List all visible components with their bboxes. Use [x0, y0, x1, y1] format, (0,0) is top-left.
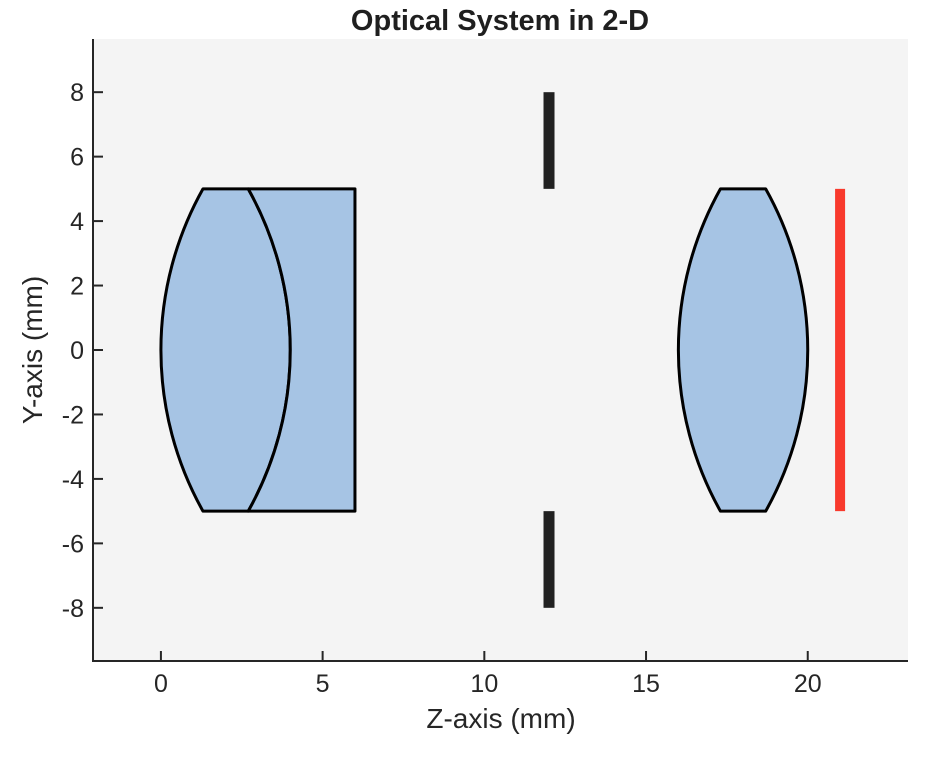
aperture-stop-lower-bar [543, 511, 555, 608]
x-tick-label: 20 [794, 670, 822, 698]
y-tick-label: 4 [70, 208, 84, 236]
y-tick-label: 6 [70, 144, 84, 172]
y-tick-label: 8 [70, 79, 84, 107]
y-axis-label: Y-axis (mm) [17, 275, 48, 425]
x-tick-label: 15 [632, 670, 660, 698]
y-tick-label: -8 [62, 595, 84, 623]
x-tick-label: 10 [470, 670, 498, 698]
y-tick-label: 0 [70, 337, 84, 365]
y-tick-label: -6 [62, 530, 84, 558]
aperture-stop-upper-bar [543, 92, 555, 189]
chart-title: Optical System in 2-D [350, 5, 650, 37]
x-axis-label: Z-axis (mm) [426, 703, 576, 734]
doublet-element-2 [246, 187, 357, 513]
x-tick-label: 0 [154, 670, 168, 698]
image-plane [835, 188, 846, 512]
y-tick-label: 2 [70, 273, 84, 301]
y-tick-label: -4 [62, 466, 84, 494]
y-tick-label: -2 [62, 401, 84, 429]
singlet-lens [676, 187, 810, 513]
x-tick-label: 5 [316, 670, 330, 698]
